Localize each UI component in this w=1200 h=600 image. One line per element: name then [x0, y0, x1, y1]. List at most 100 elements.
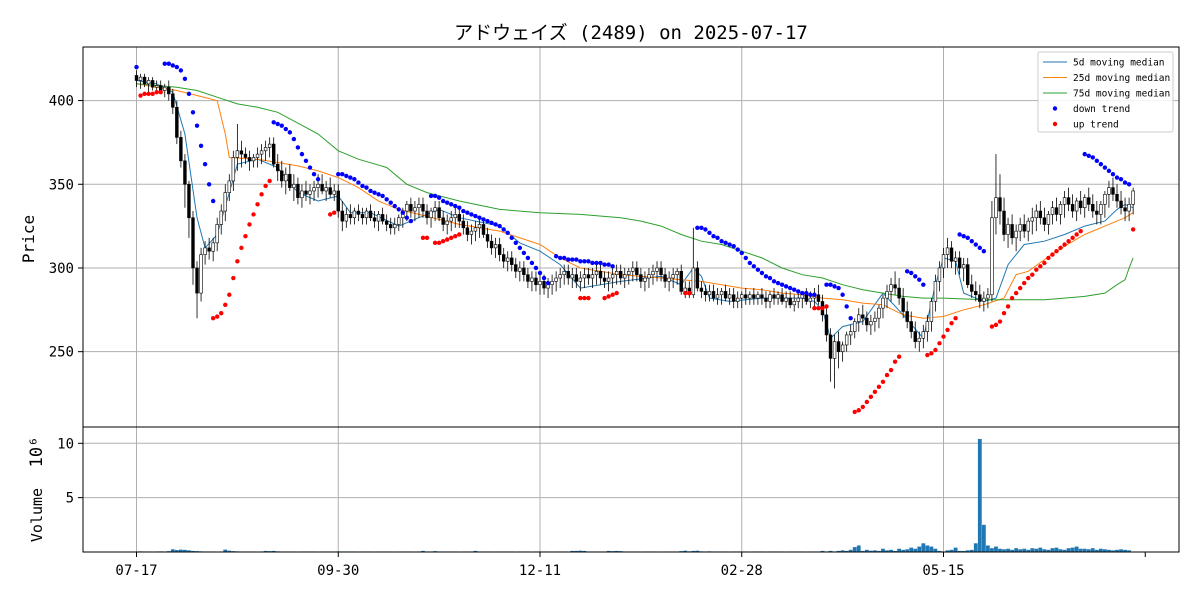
- volume-bar: [889, 549, 893, 552]
- trend-dot: [913, 274, 918, 279]
- candle: [340, 201, 344, 232]
- candle: [828, 328, 833, 382]
- trend-dot: [868, 394, 874, 400]
- volume-bar: [990, 548, 994, 552]
- candle: [324, 180, 328, 202]
- trend-dot: [1034, 267, 1039, 272]
- volume-bar: [836, 550, 841, 552]
- candle: [445, 214, 449, 235]
- volume-bar: [977, 438, 982, 552]
- trend-dot: [444, 237, 450, 242]
- trend-dot: [428, 193, 434, 199]
- trend-dot: [537, 270, 543, 276]
- candle: [1127, 197, 1131, 222]
- volume-exponent-label: 10⁶: [27, 437, 47, 468]
- candle: [191, 211, 195, 285]
- trend-dot: [541, 275, 547, 281]
- volume-bar: [614, 550, 619, 552]
- candle: [393, 217, 397, 235]
- trend-dot: [925, 352, 930, 358]
- volume-bar: [1086, 549, 1091, 552]
- volume-bar: [885, 550, 889, 552]
- candle: [413, 201, 417, 222]
- volume-bar: [1026, 549, 1031, 552]
- candle: [566, 264, 570, 285]
- candle: [284, 167, 288, 195]
- volume-y-tick-label: 5: [66, 491, 74, 507]
- volume-bar: [421, 550, 425, 552]
- volume-bar: [985, 545, 990, 552]
- volume-bar: [606, 550, 611, 552]
- candle: [1006, 217, 1010, 248]
- trend-dot: [933, 347, 938, 353]
- candle: [901, 288, 905, 319]
- candle: [744, 288, 748, 305]
- trend-dot: [1021, 280, 1027, 286]
- candle: [832, 334, 837, 389]
- trend-dot: [223, 302, 228, 307]
- trend-dot: [961, 233, 966, 239]
- candle: [998, 174, 1002, 225]
- trend-dot: [997, 319, 1003, 324]
- volume-y-ticks: 5 10: [57, 436, 83, 507]
- legend-label: 25d moving median: [1073, 73, 1170, 84]
- trend-dot: [578, 259, 583, 264]
- candle: [497, 237, 502, 262]
- trend-dot: [432, 240, 438, 246]
- candle: [618, 264, 623, 285]
- candle: [518, 261, 522, 282]
- candle: [384, 214, 389, 232]
- candle: [312, 180, 316, 202]
- candle: [1050, 201, 1055, 225]
- price-gridlines: [83, 47, 1179, 427]
- candle: [610, 267, 615, 289]
- trend-dot: [779, 282, 785, 287]
- candle: [1062, 190, 1067, 218]
- candle: [1123, 197, 1127, 222]
- trend-dot: [436, 195, 442, 200]
- candle: [824, 308, 829, 342]
- candle: [711, 284, 716, 302]
- candle: [235, 124, 240, 171]
- price-panel: 250 300 350 400 Price: [19, 46, 1180, 428]
- trend-dot: [562, 255, 567, 261]
- candle: [764, 291, 768, 309]
- price-y-tick-label: 400: [49, 94, 74, 110]
- trend-dot: [812, 292, 817, 297]
- candle: [1131, 187, 1135, 215]
- candle: [320, 174, 324, 195]
- candle: [703, 284, 708, 302]
- trend-dot: [166, 61, 171, 66]
- trend-dot: [1066, 238, 1071, 244]
- legend-label: up trend: [1073, 120, 1119, 131]
- candle: [760, 288, 764, 305]
- volume-bar: [965, 550, 970, 552]
- candle: [514, 257, 518, 279]
- series-line: [136, 83, 1134, 319]
- candle: [344, 207, 349, 228]
- legend-entry: down trend: [1052, 104, 1130, 115]
- trend-dot: [804, 290, 809, 296]
- candle: [1054, 197, 1059, 222]
- trend-dot: [808, 292, 813, 297]
- trend-dot: [969, 238, 974, 244]
- volume-bar: [937, 550, 942, 552]
- trend-dot: [158, 89, 163, 95]
- candle: [243, 147, 248, 165]
- trend-dot: [566, 257, 571, 262]
- trend-dot: [1102, 165, 1108, 170]
- trend-dot: [1086, 153, 1091, 159]
- volume-bar: [909, 547, 914, 552]
- candle: [687, 281, 691, 299]
- candle: [768, 291, 772, 309]
- candle: [582, 267, 587, 289]
- price-y-ticks: 250 300 350 400: [49, 94, 83, 361]
- volume-bar: [691, 550, 696, 552]
- candle: [429, 207, 433, 228]
- candle: [675, 267, 679, 285]
- trend-dot: [481, 217, 486, 222]
- trend-dot: [259, 192, 264, 197]
- trend-dot: [1078, 228, 1083, 234]
- trend-dot: [215, 314, 220, 319]
- legend-entry: 5d moving median: [1043, 58, 1165, 69]
